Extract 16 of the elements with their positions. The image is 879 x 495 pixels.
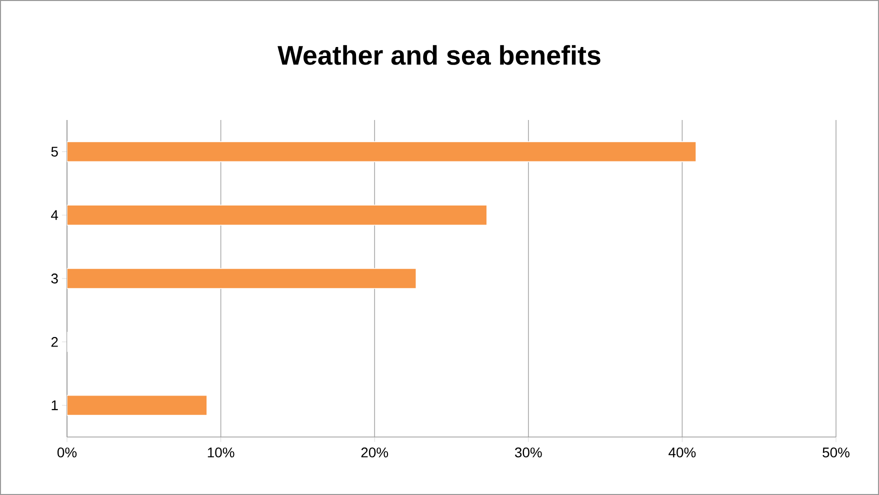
y-tick-label: 1 [52, 400, 58, 410]
y-tick-label: 3 [51, 274, 58, 284]
bar [67, 268, 417, 289]
x-tick-label: 40% [668, 448, 696, 458]
bar [67, 394, 208, 416]
x-tick-label: 20% [361, 448, 388, 458]
y-tick-label: 2 [51, 337, 58, 347]
y-tick-label: 5 [51, 146, 58, 157]
x-tick-label: 30% [514, 448, 542, 458]
bar [67, 204, 488, 226]
x-tick-label: 10% [208, 448, 234, 458]
x-tick-label: 50% [822, 448, 850, 458]
bar [67, 141, 696, 162]
x-tick-label: 0% [57, 448, 77, 458]
y-tick-label: 4 [51, 210, 58, 220]
chart-title: Weather and sea benefits [278, 45, 600, 65]
